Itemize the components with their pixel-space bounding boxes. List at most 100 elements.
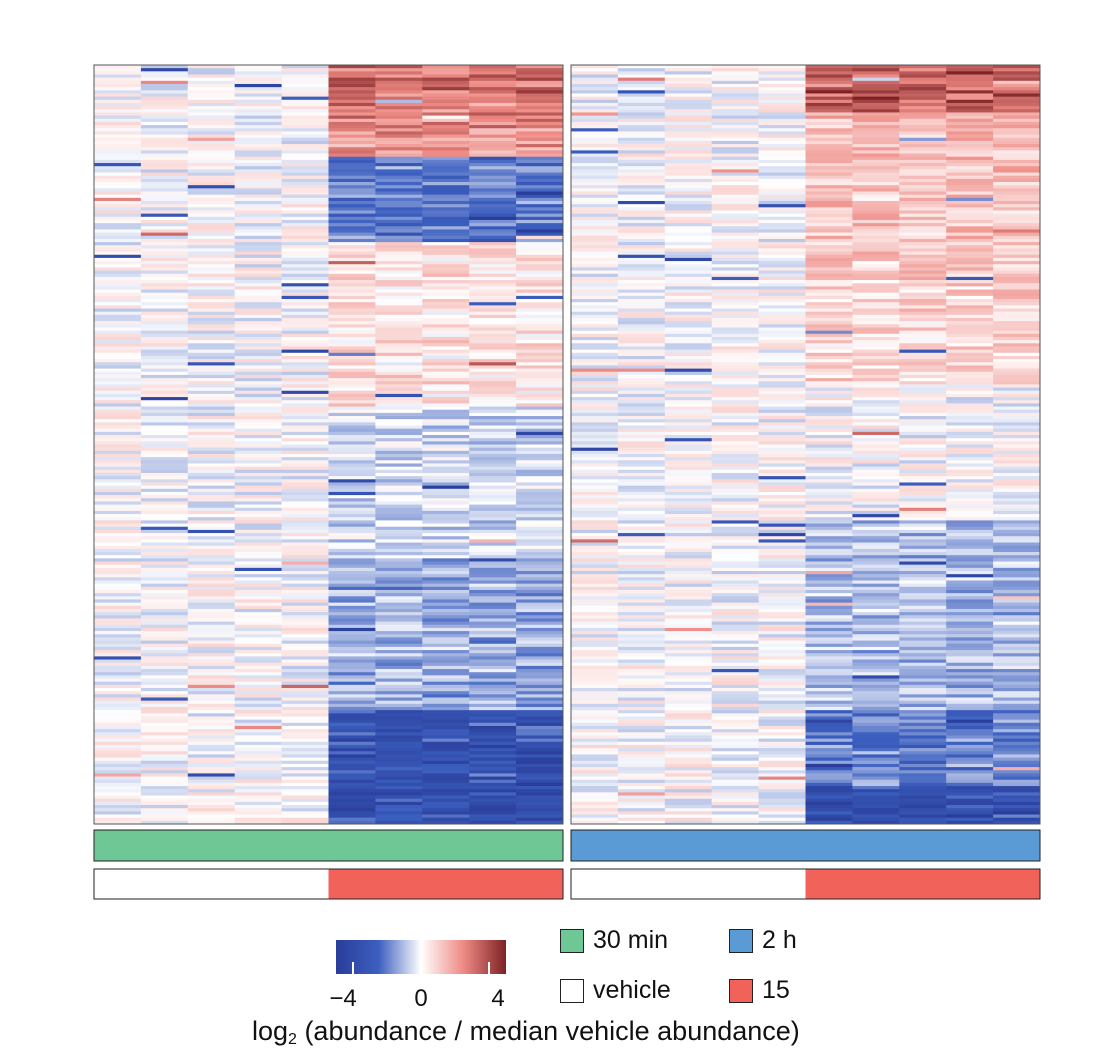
heatmap-cell	[328, 422, 376, 426]
heatmap-cell	[516, 121, 564, 126]
heatmap-cell	[993, 397, 1041, 401]
heatmap-cell	[281, 608, 329, 613]
heatmap-cell	[234, 295, 282, 300]
heatmap-cell	[711, 276, 759, 281]
heatmap-cell	[617, 311, 666, 316]
heatmap-cell	[469, 479, 517, 483]
heatmap-cell	[94, 200, 142, 205]
heatmap-cell	[281, 235, 329, 240]
heatmap-cell	[617, 406, 666, 411]
heatmap-cell	[234, 776, 282, 781]
heatmap-cell	[328, 608, 376, 613]
heatmap-cell	[899, 371, 947, 376]
heatmap-cell	[852, 612, 900, 616]
heatmap-cell	[664, 662, 713, 667]
heatmap-cell	[422, 643, 470, 648]
heatmap-cell	[234, 536, 282, 540]
heatmap-cell	[140, 719, 189, 724]
heatmap-cell	[617, 349, 666, 354]
heatmap-cell	[664, 510, 713, 515]
heatmap-cell	[375, 548, 423, 553]
heatmap-cell	[664, 128, 713, 132]
heatmap-cell	[516, 226, 564, 230]
heatmap-cell	[516, 738, 564, 743]
heatmap-cell	[281, 324, 329, 328]
heatmap-cell	[664, 286, 713, 290]
heatmap-cell	[281, 805, 329, 809]
heatmap-cell	[852, 428, 900, 433]
treatment-annotation-cell	[852, 869, 900, 899]
heatmap-cell	[94, 555, 142, 559]
heatmap-cell	[852, 552, 900, 556]
heatmap-cell	[94, 694, 142, 698]
heatmap-cell	[617, 593, 666, 597]
heatmap-cell	[516, 447, 564, 452]
heatmap-cell	[617, 520, 666, 524]
heatmap-cell	[140, 773, 189, 777]
heatmap-cell	[805, 526, 853, 531]
heatmap-cell	[469, 539, 517, 543]
heatmap-cell	[516, 523, 564, 528]
heatmap-cell	[711, 191, 759, 196]
heatmap-cell	[664, 555, 713, 559]
heatmap-cell	[234, 817, 282, 822]
heatmap-cell	[946, 729, 994, 733]
heatmap-cell	[711, 194, 759, 199]
heatmap-cell	[664, 365, 713, 369]
heatmap-cell	[281, 416, 329, 420]
heatmap-cell	[140, 621, 189, 626]
heatmap-cell	[469, 536, 517, 540]
heatmap-cell	[805, 349, 853, 354]
heatmap-cell	[234, 276, 282, 281]
heatmap-cell	[617, 580, 666, 585]
heatmap-cell	[281, 637, 329, 641]
heatmap-cell	[375, 115, 423, 120]
heatmap-cell	[328, 681, 376, 686]
heatmap-cell	[946, 498, 994, 502]
heatmap-cell	[571, 691, 619, 695]
heatmap-cell	[187, 267, 236, 271]
heatmap-cell	[711, 150, 759, 154]
heatmap-cell	[711, 131, 759, 135]
heatmap-cell	[664, 87, 713, 91]
heatmap-cell	[664, 336, 713, 341]
heatmap-cell	[516, 637, 564, 641]
heatmap-cell	[94, 314, 142, 319]
heatmap-cell	[234, 558, 282, 562]
heatmap-cell	[758, 257, 806, 262]
heatmap-cell	[375, 608, 423, 613]
heatmap-cell	[187, 219, 236, 224]
heatmap-cell	[516, 555, 564, 559]
heatmap-cell	[187, 150, 236, 154]
heatmap-cell	[375, 453, 423, 458]
heatmap-cell	[758, 599, 806, 604]
heatmap-cell	[375, 273, 423, 278]
heatmap-cell	[993, 653, 1041, 657]
heatmap-cell	[993, 102, 1041, 107]
heatmap-cell	[422, 447, 470, 452]
heatmap-cell	[852, 460, 900, 464]
heatmap-cell	[328, 336, 376, 341]
heatmap-cell	[281, 406, 329, 411]
heatmap-cell	[469, 295, 517, 300]
heatmap-cell	[617, 374, 666, 379]
heatmap-cell	[375, 390, 423, 395]
heatmap-cell	[993, 612, 1041, 616]
heatmap-cell	[758, 444, 806, 449]
heatmap-cell	[281, 488, 329, 493]
heatmap-cell	[140, 681, 189, 686]
heatmap-cell	[711, 770, 759, 774]
heatmap-cell	[469, 792, 517, 796]
heatmap-cell	[422, 87, 470, 91]
heatmap-cell	[571, 482, 619, 487]
heatmap-cell	[328, 156, 376, 161]
heatmap-cell	[328, 134, 376, 139]
heatmap-cell	[899, 286, 947, 290]
heatmap-cell	[617, 121, 666, 126]
heatmap-cell	[993, 90, 1041, 94]
heatmap-cell	[711, 700, 759, 705]
heatmap-cell	[571, 245, 619, 249]
heatmap-cell	[187, 593, 236, 597]
heatmap-cell	[469, 716, 517, 721]
heatmap-cell	[516, 605, 564, 610]
